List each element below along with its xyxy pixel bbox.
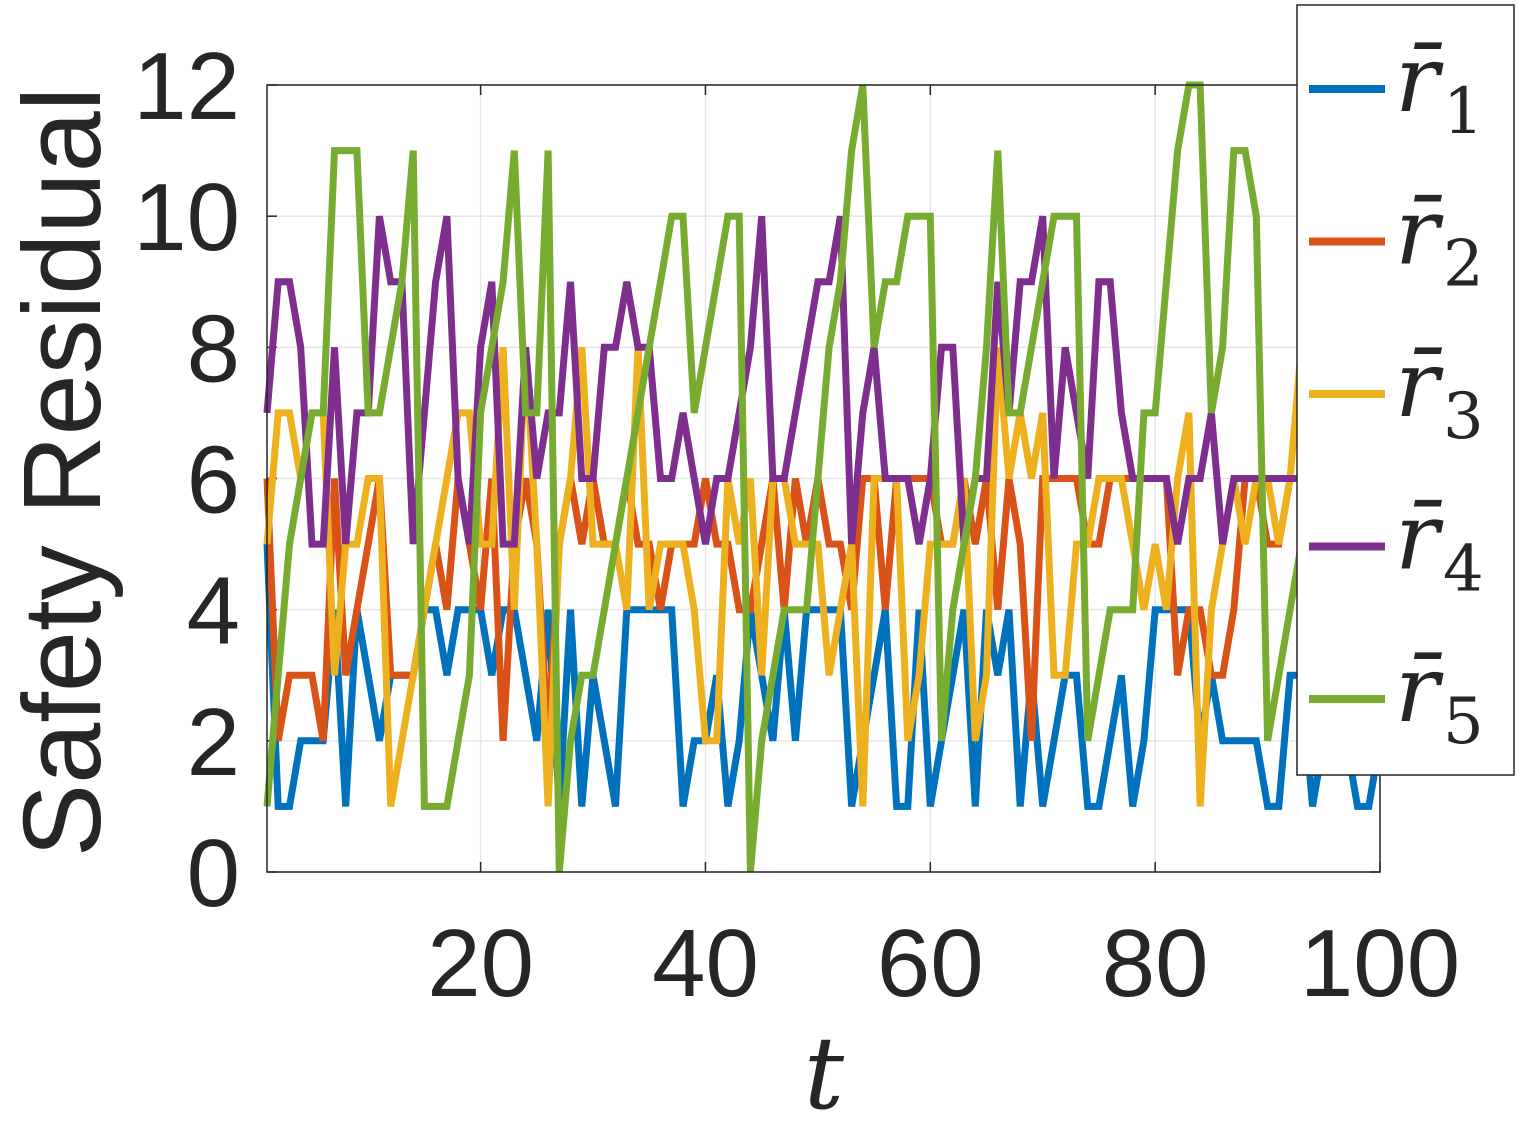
x-tick-label: 60 xyxy=(877,910,984,1017)
x-tick-label: 80 xyxy=(1102,910,1209,1017)
series-line-3 xyxy=(263,343,1384,807)
y-axis-title: Safety Residual xyxy=(1,87,124,857)
x-tick-labels: 20 40 60 80 100 xyxy=(427,910,1460,1017)
x-tick-label: 20 xyxy=(427,910,534,1017)
grid-lines xyxy=(267,84,1381,873)
x-axis-title: t xyxy=(804,1015,845,1132)
y-tick-label: 2 xyxy=(187,689,240,796)
series-line-4 xyxy=(263,215,1380,548)
y-tick-label: 0 xyxy=(187,820,240,927)
y-tick-label: 12 xyxy=(133,33,240,140)
y-tick-label: 10 xyxy=(133,164,240,271)
y-tick-labels: 0 2 4 6 8 10 12 xyxy=(133,33,240,927)
y-tick-label: 4 xyxy=(187,558,240,665)
x-tick-label: 100 xyxy=(1300,910,1460,1017)
y-tick-label: 8 xyxy=(187,295,240,402)
x-tick-label: 40 xyxy=(652,910,759,1017)
legend: r̄1r̄2r̄3r̄4r̄5 xyxy=(1296,4,1515,776)
y-tick-label: 6 xyxy=(187,427,240,534)
